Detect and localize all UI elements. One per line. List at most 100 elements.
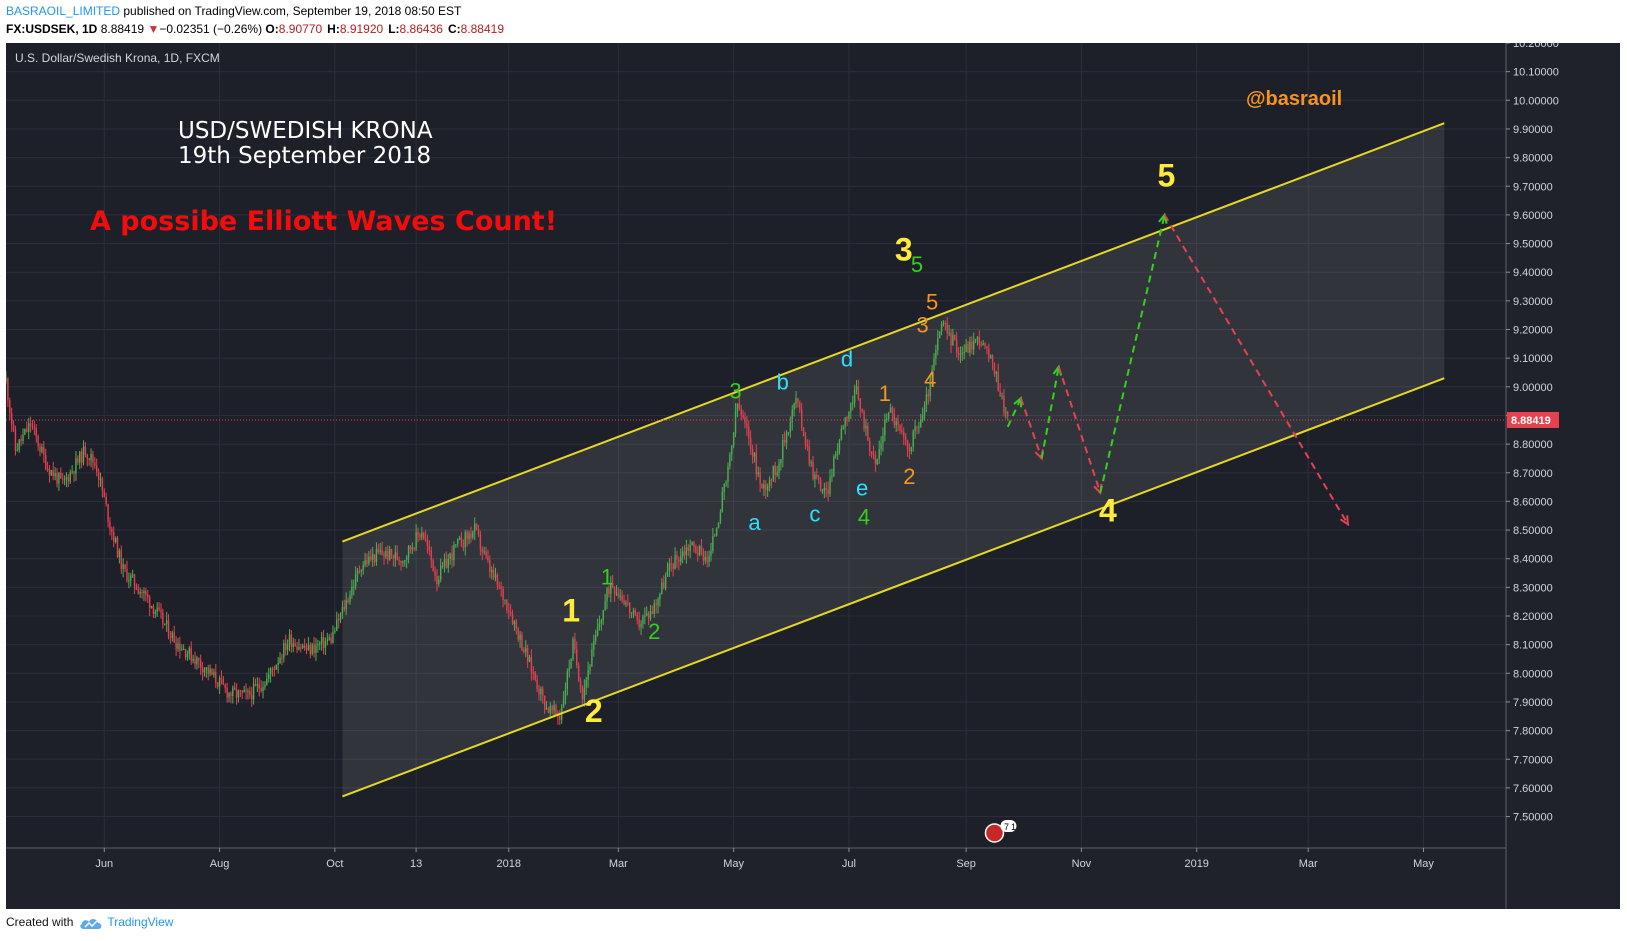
wave-label-green: 3: [729, 378, 741, 403]
headline-text: A possibe Elliott Waves Count!: [90, 206, 557, 237]
channel-upper-line[interactable]: [342, 122, 1445, 543]
projection-path: [1006, 212, 1350, 527]
candle-body: [774, 465, 776, 476]
candle-body: [625, 602, 627, 605]
candle-body: [458, 537, 461, 540]
candle-body: [99, 478, 102, 480]
price-tick-label: 9.40000: [1513, 267, 1553, 279]
candle-body: [436, 576, 438, 585]
price-tick-label: 8.20000: [1513, 611, 1553, 623]
candle-body: [955, 339, 958, 353]
candle-body: [532, 672, 535, 674]
projection-segment[interactable]: [1006, 397, 1022, 428]
candle-body: [800, 409, 803, 428]
candle-body: [912, 431, 914, 447]
price-tick-label: 9.80000: [1513, 153, 1553, 165]
candle-body: [982, 343, 984, 346]
candle-body: [264, 685, 266, 688]
candle-body: [574, 638, 576, 650]
candle-body: [415, 532, 417, 549]
projection-segment[interactable]: [1019, 397, 1043, 459]
candle-body: [848, 411, 850, 420]
candle-body: [260, 687, 262, 691]
candle-body: [164, 623, 166, 625]
channel-lower-line[interactable]: [342, 377, 1445, 798]
candle-body: [411, 547, 414, 550]
candle-body: [572, 638, 574, 660]
candle-body: [732, 432, 735, 446]
candle-body: [407, 545, 410, 558]
candle-body: [846, 417, 848, 420]
candle-body: [579, 680, 582, 690]
candle-body: [445, 559, 448, 569]
candle-body: [748, 427, 750, 439]
candle-body: [336, 619, 338, 631]
candle-body: [891, 407, 894, 414]
wave-label-green: 2: [648, 619, 660, 644]
candle-body: [530, 657, 533, 673]
candle-body: [974, 338, 977, 341]
candle-body: [196, 657, 198, 665]
candle-body: [366, 560, 368, 565]
candle-body: [829, 476, 831, 494]
candle-body: [337, 619, 340, 621]
candle-body: [341, 606, 344, 614]
candle-body: [999, 391, 1001, 397]
candle-body: [12, 424, 15, 430]
candle-body: [39, 446, 41, 452]
candle-body: [315, 645, 317, 653]
candle-body: [836, 451, 839, 455]
candle-body: [241, 690, 243, 693]
candle-body: [379, 550, 381, 552]
candle-body: [818, 477, 820, 480]
candle-body: [109, 521, 111, 529]
candle-body: [825, 487, 827, 490]
candle-body: [914, 426, 916, 432]
chart-subtitle: 19th September 2018: [178, 143, 431, 169]
candle-body: [742, 415, 744, 418]
wave-label-orange: 2: [903, 464, 915, 489]
time-tick-label: 13: [410, 858, 422, 870]
candle-body: [799, 402, 801, 410]
projection-segment[interactable]: [1040, 366, 1060, 459]
candle-body: [135, 586, 138, 590]
candle-body: [375, 549, 378, 563]
candle-body: [133, 574, 136, 587]
candle-body: [273, 668, 276, 670]
candle-body: [872, 453, 875, 456]
candle-body: [226, 687, 228, 698]
candle-body: [254, 684, 257, 686]
candle-body: [487, 556, 489, 561]
candle-body: [483, 551, 485, 553]
candle-body: [780, 459, 782, 464]
tradingview-link[interactable]: TradingView: [107, 915, 174, 929]
candle-body: [35, 428, 37, 437]
candle-body: [708, 555, 710, 563]
price-tick-label: 7.90000: [1513, 697, 1553, 709]
candle-body: [904, 437, 907, 441]
time-axis: [6, 848, 1506, 909]
candle-body: [663, 582, 665, 589]
candle-body: [494, 575, 497, 578]
candle-body: [179, 643, 181, 651]
candle-body: [305, 648, 308, 650]
candle-body: [596, 626, 599, 636]
candle-body: [130, 575, 132, 581]
candle-body: [653, 603, 655, 614]
projection-segment[interactable]: [1057, 366, 1102, 494]
time-tick-label: Oct: [326, 858, 343, 870]
candle-body: [715, 528, 718, 536]
candle-body: [640, 623, 642, 628]
candle-body: [680, 556, 682, 562]
price-axis: [1506, 43, 1620, 909]
candle-body: [111, 528, 113, 533]
candle-body: [808, 445, 810, 464]
candle-body: [356, 570, 359, 574]
price-chart[interactable]: 7.50000 7.60000 7.70000 7.80000 7.90000 8.000…: [6, 43, 1620, 909]
price-tick-label: 8.00000: [1513, 668, 1553, 680]
candle-body: [543, 695, 546, 709]
candle-body: [80, 451, 83, 463]
author-link[interactable]: BASRAOIL_LIMITED: [6, 4, 121, 18]
candle-body: [882, 435, 884, 444]
